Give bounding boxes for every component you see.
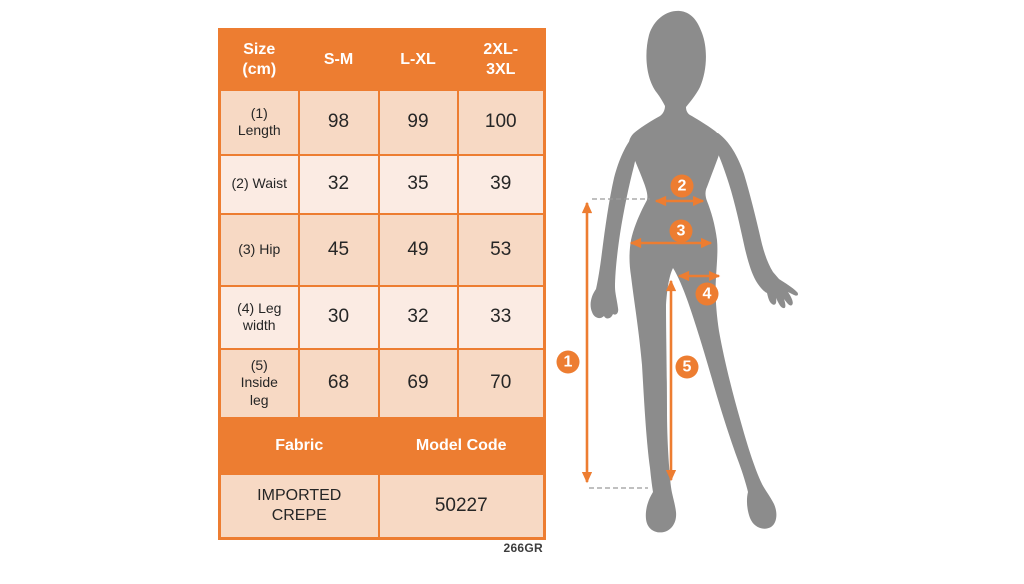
row-label-inside-leg: (5) Inside leg xyxy=(218,347,300,419)
marker-number-3: 3 xyxy=(677,223,686,240)
table-row-length: (1) Length 98 99 100 xyxy=(218,88,546,156)
header-col-s-m: S-M xyxy=(297,28,380,91)
measurement-diagram: 1 2 3 4 5 xyxy=(556,10,798,533)
value-cell: 68 xyxy=(297,347,380,419)
table-row-waist: (2) Waist 32 35 39 xyxy=(218,153,546,215)
row-label-hip: (3) Hip xyxy=(218,212,300,287)
model-code-value: 50227 xyxy=(377,472,546,540)
marker-number-5: 5 xyxy=(683,359,692,376)
value-cell: 69 xyxy=(377,347,459,419)
row-label-waist: (2) Waist xyxy=(218,153,300,215)
table-row-inside-leg: (5) Inside leg 68 69 70 xyxy=(218,347,546,419)
fabric-value: IMPORTED CREPE xyxy=(218,472,380,540)
value-cell: 49 xyxy=(377,212,459,287)
marker-badge-3 xyxy=(669,219,693,243)
header-col-l-xl: L-XL xyxy=(377,28,459,91)
value-cell: 98 xyxy=(297,88,380,156)
table-row-info-values: IMPORTED CREPE 50227 xyxy=(218,472,546,540)
marker-number-2: 2 xyxy=(678,178,687,195)
value-cell: 70 xyxy=(456,347,546,419)
row-label-leg-width: (4) Leg width xyxy=(218,284,300,350)
marker-badge-5 xyxy=(675,355,699,379)
size-table: Size (cm) S-M L-XL 2XL- 3XL (1) Length 9… xyxy=(218,28,546,540)
value-cell: 33 xyxy=(456,284,546,350)
value-cell: 35 xyxy=(377,153,459,215)
header-size-unit: Size (cm) xyxy=(218,28,300,91)
table-row-info-header: Fabric Model Code xyxy=(218,416,546,475)
value-cell: 99 xyxy=(377,88,459,156)
table-row-hip: (3) Hip 45 49 53 xyxy=(218,212,546,287)
value-cell: 100 xyxy=(456,88,546,156)
value-cell: 39 xyxy=(456,153,546,215)
value-cell: 32 xyxy=(377,284,459,350)
footnote: 266GR xyxy=(503,541,543,555)
marker-badge-1 xyxy=(556,350,580,374)
marker-number-1: 1 xyxy=(564,354,573,371)
table-row-leg-width: (4) Leg width 30 32 33 xyxy=(218,284,546,350)
left-arm xyxy=(590,135,637,319)
marker-number-4: 4 xyxy=(703,286,712,303)
value-cell: 45 xyxy=(297,212,380,287)
value-cell: 53 xyxy=(456,212,546,287)
header-fabric: Fabric xyxy=(218,416,380,475)
value-cell: 32 xyxy=(297,153,380,215)
marker-badge-4 xyxy=(695,282,719,306)
marker-badge-2 xyxy=(670,174,694,198)
header-col-2xl-3xl: 2XL- 3XL xyxy=(456,28,546,91)
header-model-code: Model Code xyxy=(377,416,546,475)
value-cell: 30 xyxy=(297,284,380,350)
row-label-length: (1) Length xyxy=(218,88,300,156)
right-arm xyxy=(712,133,798,309)
